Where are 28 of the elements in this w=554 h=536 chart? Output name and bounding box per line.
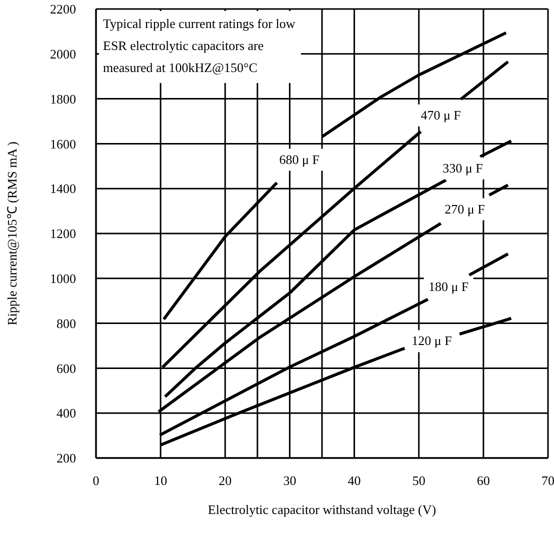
- x-axis-title: Electrolytic capacitor withstand voltage (V): [208, 502, 436, 517]
- series-label: 270 μ F: [444, 201, 485, 216]
- y-tick-label: 2200: [50, 2, 76, 17]
- series-label: 120 μ F: [412, 333, 452, 348]
- y-tick-label: 400: [56, 406, 76, 421]
- series-label: 180 μ F: [428, 279, 469, 294]
- y-tick-label: 1000: [50, 271, 76, 286]
- x-tick-label: 20: [218, 473, 232, 488]
- series-label: 680 μ F: [279, 152, 320, 167]
- annotation: Typical ripple current ratings for low ESR electrolytic capacitors are measured at 100kHZ@150°C: [99, 11, 302, 83]
- x-tick-label: 30: [283, 473, 296, 488]
- y-tick-label: 1600: [50, 136, 76, 152]
- x-tick-label: 70: [542, 473, 554, 488]
- x-tick-label: 60: [476, 473, 490, 488]
- y-tick-label: 800: [56, 316, 76, 331]
- y-tick-label: 1800: [50, 91, 76, 106]
- series-label: 470 μ F: [420, 107, 461, 122]
- x-tick-label: 10: [154, 473, 168, 488]
- y-tick-label: 1200: [50, 226, 76, 242]
- x-tick-label: 0: [92, 473, 100, 488]
- x-tick-label: 40: [348, 473, 361, 488]
- y-tick-label: 2000: [50, 46, 76, 62]
- x-tick-label: 50: [412, 473, 426, 488]
- y-tick-label: 200: [56, 450, 76, 466]
- y-tick-label: 600: [56, 360, 76, 376]
- y-axis-title: Ripple current@105℃ (RMS mA ): [4, 142, 20, 326]
- series-label: 330 μ F: [442, 160, 483, 176]
- y-tick-label: 1400: [50, 181, 76, 196]
